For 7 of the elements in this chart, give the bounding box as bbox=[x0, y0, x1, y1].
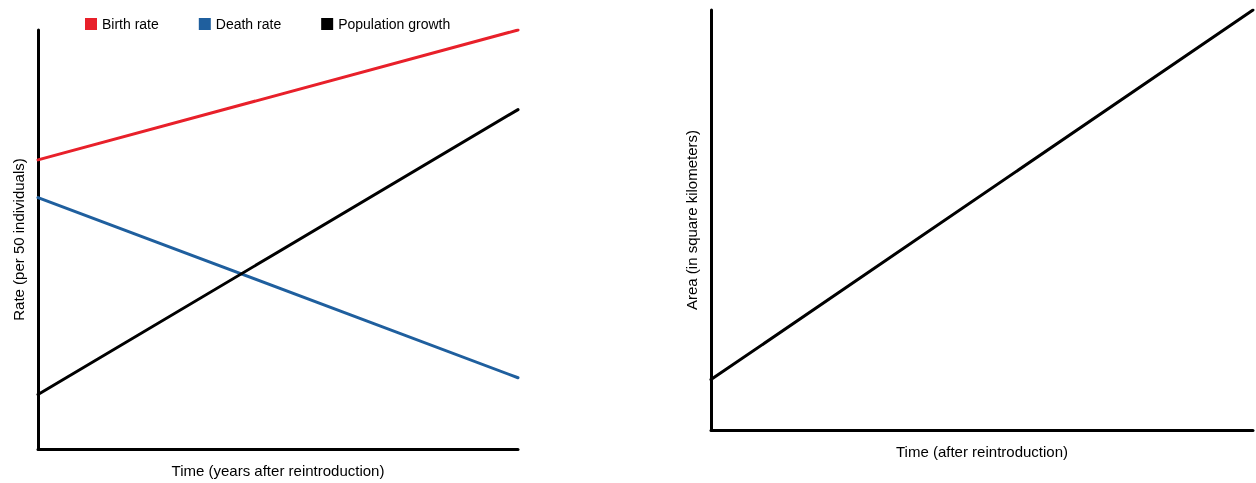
x-axis-title: Time (after reintroduction) bbox=[895, 443, 1069, 460]
legend-label: Death rate bbox=[215, 16, 282, 32]
legend-label: Population growth bbox=[338, 16, 451, 32]
y-axis-title: Area (in square kilometers) bbox=[683, 129, 700, 311]
legend-label: Birth rate bbox=[102, 16, 160, 32]
y-axis-title: Rate (per 50 individuals) bbox=[10, 158, 27, 321]
x-axis-title: Time (years after reintroduction) bbox=[171, 462, 385, 479]
